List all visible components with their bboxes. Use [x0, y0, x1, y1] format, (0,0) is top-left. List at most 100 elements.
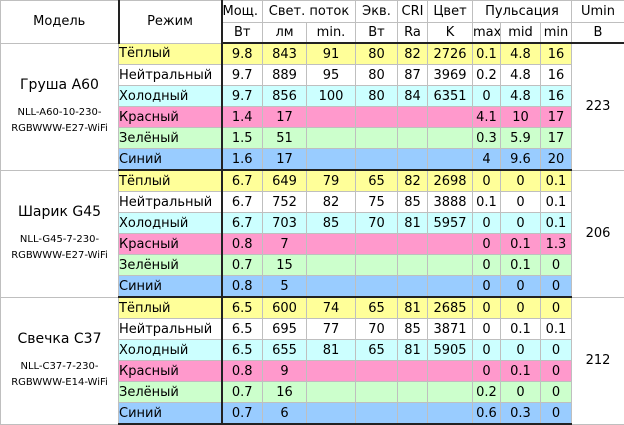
table-row: Холодный 6.5 655 81 65 81 5905 0 0 0 — [1, 339, 624, 361]
unit-flux-min: min. — [306, 22, 356, 44]
mode-cell: Зелёный — [118, 381, 223, 403]
equiv-cell — [355, 402, 398, 425]
flux-lm-cell: 600 — [262, 296, 307, 319]
table-row: Груша A60 NLL-A60-10-230- RGBWWW-E27-WiFi Т… — [0, 42, 624, 171]
cri-cell — [397, 233, 428, 255]
mode-cell: Красный — [118, 106, 223, 128]
equiv-cell: 70 — [355, 318, 398, 340]
ripple-mid-cell: 0 — [500, 169, 541, 192]
power-cell: 0.7 — [221, 381, 263, 403]
mode-cell: Нейтральный — [118, 191, 223, 213]
power-cell: 0.7 — [221, 402, 263, 425]
ripple-max-cell: 0 — [472, 339, 501, 361]
model-name: Шарик G45 — [17, 203, 102, 220]
power-cell: 6.5 — [221, 296, 263, 319]
power-cell: 0.7 — [221, 254, 263, 276]
flux-min-cell: 82 — [306, 191, 356, 213]
mode-cell: Холодный — [118, 85, 223, 107]
ripple-max-cell: 0 — [472, 85, 501, 107]
equiv-cell — [355, 360, 398, 382]
flux-lm-cell: 9 — [262, 360, 307, 382]
power-cell: 1.6 — [221, 148, 263, 171]
flux-lm-cell: 856 — [262, 85, 307, 107]
mode-cell: Тёплый — [118, 42, 223, 65]
color-temp-cell: 5905 — [427, 339, 473, 361]
mode-cell: Красный — [118, 233, 223, 255]
ripple-max-cell: 0.6 — [472, 402, 501, 425]
ripple-mid-cell: 0 — [500, 381, 541, 403]
ripple-min-cell: 0 — [540, 381, 572, 403]
ripple-min-cell: 0 — [540, 402, 572, 425]
flux-lm-cell: 15 — [262, 254, 307, 276]
header-flux: Свет. поток — [262, 0, 356, 23]
cri-cell — [397, 254, 428, 276]
flux-min-cell: 91 — [306, 42, 356, 65]
color-temp-cell — [427, 254, 473, 276]
flux-lm-cell: 51 — [262, 127, 307, 149]
equiv-cell: 80 — [355, 85, 398, 107]
color-temp-cell — [427, 127, 473, 149]
cri-cell: 81 — [397, 212, 428, 234]
color-temp-cell: 2726 — [427, 42, 473, 65]
ripple-min-cell: 0 — [540, 296, 572, 319]
power-cell: 0.8 — [221, 275, 263, 298]
mode-cell: Зелёный — [118, 127, 223, 149]
flux-min-cell — [306, 275, 356, 298]
ripple-max-cell: 0.3 — [472, 127, 501, 149]
power-cell: 6.5 — [221, 318, 263, 340]
power-cell: 1.5 — [221, 127, 263, 149]
cri-cell — [397, 148, 428, 171]
flux-min-cell: 79 — [306, 169, 356, 192]
cri-cell: 87 — [397, 64, 428, 86]
color-temp-cell: 6351 — [427, 85, 473, 107]
color-temp-cell: 3888 — [427, 191, 473, 213]
flux-lm-cell: 752 — [262, 191, 307, 213]
color-temp-cell — [427, 402, 473, 425]
cri-cell — [397, 381, 428, 403]
power-cell: 0.8 — [221, 233, 263, 255]
unit-color: K — [427, 22, 473, 44]
ripple-min-cell: 0 — [540, 339, 572, 361]
ripple-mid-cell: 0 — [500, 212, 541, 234]
color-temp-cell — [427, 275, 473, 298]
cri-cell: 81 — [397, 296, 428, 319]
header-umin: Umin — [571, 0, 624, 23]
ripple-max-cell: 0.2 — [472, 64, 501, 86]
header-model: Модель — [0, 0, 120, 44]
equiv-cell: 75 — [355, 191, 398, 213]
equiv-cell — [355, 233, 398, 255]
ripple-max-cell: 0 — [472, 296, 501, 319]
equiv-cell — [355, 106, 398, 128]
flux-lm-cell: 695 — [262, 318, 307, 340]
flux-min-cell — [306, 233, 356, 255]
flux-lm-cell: 17 — [262, 106, 307, 128]
flux-lm-cell: 7 — [262, 233, 307, 255]
table-row: Шарик G45 NLL-G45-7-230- RGBWWW-E27-WiFi Тё… — [0, 169, 624, 298]
ripple-mid-cell: 0.1 — [500, 360, 541, 382]
flux-min-cell: 77 — [306, 318, 356, 340]
ripple-max-cell: 0.1 — [472, 42, 501, 65]
ripple-min-cell: 0.1 — [540, 212, 572, 234]
ripple-mid-cell: 9.6 — [500, 148, 541, 171]
flux-min-cell — [306, 106, 356, 128]
flux-min-cell — [306, 127, 356, 149]
ripple-max-cell: 4.1 — [472, 106, 501, 128]
unit-umin: В — [571, 22, 624, 44]
mode-cell: Зелёный — [118, 254, 223, 276]
table-row: Зелёный 1.5 51 0.3 5.9 17 — [1, 127, 624, 149]
ripple-min-cell: 16 — [540, 42, 572, 65]
cri-cell: 85 — [397, 318, 428, 340]
header-ripple: Пульсация — [472, 0, 572, 23]
ripple-min-cell: 0.1 — [540, 318, 572, 340]
ripple-mid-cell: 4.8 — [500, 42, 541, 65]
ripple-mid-cell: 4.8 — [500, 64, 541, 86]
ripple-max-cell: 0 — [472, 254, 501, 276]
power-cell: 0.8 — [221, 360, 263, 382]
ripple-mid-cell: 5.9 — [500, 127, 541, 149]
power-cell: 9.7 — [221, 85, 263, 107]
flux-lm-cell: 655 — [262, 339, 307, 361]
flux-lm-cell: 5 — [262, 275, 307, 298]
model-cell: Шарик G45 NLL-G45-7-230- RGBWWW-E27-WiFi — [0, 169, 119, 298]
power-cell: 6.5 — [221, 339, 263, 361]
